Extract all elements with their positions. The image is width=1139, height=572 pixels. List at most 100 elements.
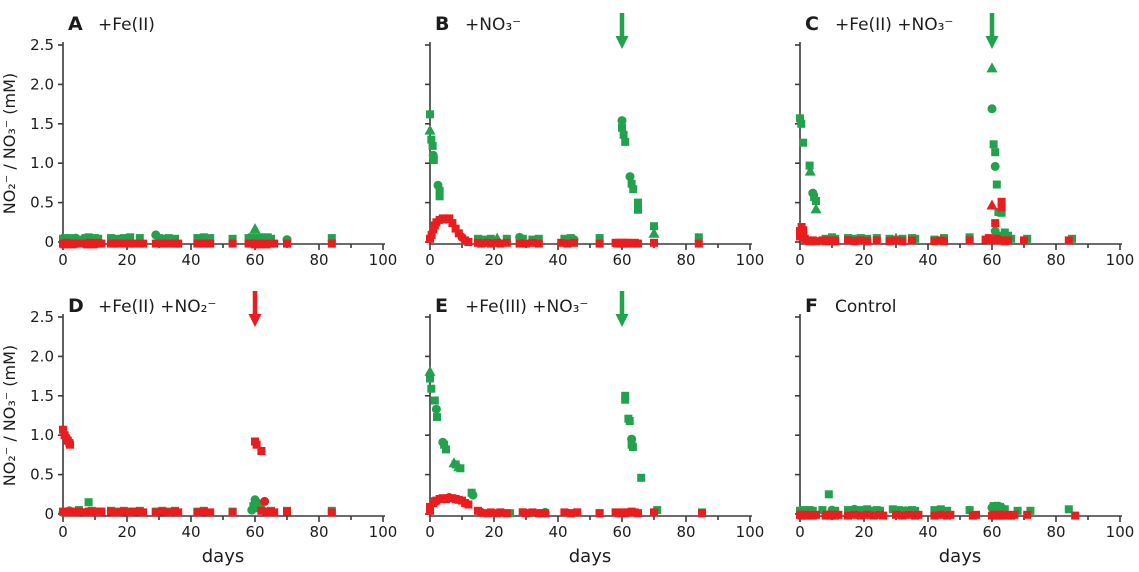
x-tick-labels: 0 20 40 60 80 100: [795, 523, 1134, 541]
svg-text:0.5: 0.5: [30, 466, 54, 484]
svg-text:2.5: 2.5: [30, 36, 54, 54]
svg-text:40: 40: [918, 523, 937, 541]
svg-text:40: 40: [181, 523, 200, 541]
svg-text:0: 0: [58, 251, 68, 269]
svg-text:1.5: 1.5: [30, 387, 54, 405]
panel-F-chart: 0 20 40 60 80 100 days F Control: [795, 295, 1134, 567]
axes: [795, 314, 1122, 522]
svg-text:60: 60: [982, 523, 1001, 541]
svg-text:2.0: 2.0: [30, 75, 54, 93]
svg-text:0: 0: [795, 251, 805, 269]
panel-C-chart: 0 20 40 60 80 100 C +Fe(II) +NO₃⁻: [795, 13, 1134, 269]
green-arrow-icon: [615, 13, 629, 49]
svg-text:100: 100: [736, 251, 765, 269]
panel-title: +Fe(II): [98, 15, 155, 35]
svg-text:100: 100: [1106, 251, 1135, 269]
svg-text:60: 60: [245, 251, 264, 269]
x-axis-title: days: [569, 546, 612, 567]
panel-B: 0 20 40 60 80 100 B +NO₃⁻: [367, 0, 769, 286]
svg-text:20: 20: [854, 251, 873, 269]
svg-text:20: 20: [484, 523, 503, 541]
svg-text:0: 0: [795, 523, 805, 541]
svg-text:20: 20: [117, 251, 136, 269]
svg-text:0: 0: [44, 505, 54, 523]
svg-text:20: 20: [854, 523, 873, 541]
axes: [425, 42, 752, 250]
svg-text:80: 80: [309, 251, 328, 269]
panel-letter: A: [68, 13, 83, 35]
panel-B-chart: 0 20 40 60 80 100 B +NO₃⁻: [424, 13, 764, 269]
red-series-points: [796, 510, 1080, 520]
svg-text:80: 80: [676, 523, 695, 541]
panel-A-chart: 0 20 40 60 80 100 0 0.5 1.0 1.5 2.0 2.5 NO₂⁻ / NO₃⁻ …: [0, 13, 397, 269]
svg-text:0: 0: [425, 523, 435, 541]
svg-text:60: 60: [982, 251, 1001, 269]
green-arrow-icon: [985, 13, 999, 49]
red-series-points: [426, 493, 706, 518]
green-arrow-icon: [615, 291, 629, 327]
y-tick-labels: 0 0.5 1.0 1.5 2.0 2.5: [30, 36, 54, 251]
panel-letter: C: [805, 13, 819, 35]
panel-D: 0 20 40 60 80 100 0 0.5 1.0 1.5 2.0 2.5 NO₂⁻ / NO₃⁻ …: [0, 286, 402, 572]
svg-text:0: 0: [58, 523, 68, 541]
x-axis-title: days: [202, 546, 245, 567]
svg-text:100: 100: [369, 523, 398, 541]
panel-title: +Fe(II) +NO₃⁻: [835, 15, 953, 35]
green-series-points: [424, 365, 706, 518]
x-axis-title: days: [939, 546, 982, 567]
green-series-points: [796, 62, 1076, 244]
red-series-points: [796, 197, 1073, 246]
panel-F: 0 20 40 60 80 100 days F Control: [737, 286, 1139, 572]
panel-letter: F: [805, 295, 818, 317]
panel-C: 0 20 40 60 80 100 C +Fe(II) +NO₃⁻: [737, 0, 1139, 286]
green-series-points: [424, 110, 703, 245]
svg-text:100: 100: [1106, 523, 1135, 541]
y-axis-title: NO₂⁻ / NO₃⁻ (mM): [0, 345, 19, 486]
panel-title: +NO₃⁻: [465, 15, 521, 35]
svg-text:100: 100: [736, 523, 765, 541]
svg-text:1.0: 1.0: [30, 426, 54, 444]
svg-text:20: 20: [484, 251, 503, 269]
panel-title: Control: [835, 297, 896, 317]
red-series-points: [59, 425, 336, 517]
svg-text:80: 80: [309, 523, 328, 541]
svg-text:80: 80: [1046, 523, 1065, 541]
x-tick-labels: 0 20 40 60 80 100: [425, 251, 764, 269]
red-series-points: [59, 238, 336, 249]
x-tick-labels: 0 20 40 60 80 100: [425, 523, 764, 541]
panel-letter: E: [435, 295, 448, 317]
red-arrow-icon: [248, 291, 262, 327]
svg-text:60: 60: [612, 251, 631, 269]
panel-A: 0 20 40 60 80 100 0 0.5 1.0 1.5 2.0 2.5 NO₂⁻ / NO₃⁻ …: [0, 0, 402, 286]
panel-letter: B: [435, 13, 449, 35]
panel-D-chart: 0 20 40 60 80 100 0 0.5 1.0 1.5 2.0 2.5 NO₂⁻ / NO₃⁻ …: [0, 291, 398, 567]
svg-text:0.5: 0.5: [30, 194, 54, 212]
axes: [58, 42, 385, 250]
red-series-points: [426, 214, 703, 248]
svg-text:60: 60: [245, 523, 264, 541]
x-tick-labels: 0 20 40 60 80 100: [58, 251, 397, 269]
svg-text:40: 40: [181, 251, 200, 269]
panel-E: 0 20 40 60 80 100 days E +Fe(III) +NO₃⁻: [367, 286, 769, 572]
svg-text:2.0: 2.0: [30, 347, 54, 365]
svg-text:20: 20: [117, 523, 136, 541]
svg-text:40: 40: [548, 523, 567, 541]
axes: [58, 314, 385, 522]
svg-text:80: 80: [676, 251, 695, 269]
svg-text:80: 80: [1046, 251, 1065, 269]
svg-text:2.5: 2.5: [30, 308, 54, 326]
panel-title: +Fe(III) +NO₃⁻: [465, 297, 588, 317]
svg-text:0: 0: [44, 233, 54, 251]
svg-text:100: 100: [369, 251, 398, 269]
axes: [795, 42, 1122, 250]
y-tick-labels: 0 0.5 1.0 1.5 2.0 2.5: [30, 308, 54, 523]
svg-text:0: 0: [425, 251, 435, 269]
panel-letter: D: [68, 295, 84, 317]
svg-text:1.0: 1.0: [30, 154, 54, 172]
y-axis-title: NO₂⁻ / NO₃⁻ (mM): [0, 73, 19, 214]
svg-text:60: 60: [612, 523, 631, 541]
x-tick-labels: 0 20 40 60 80 100: [795, 251, 1134, 269]
panel-E-chart: 0 20 40 60 80 100 days E +Fe(III) +NO₃⁻: [424, 291, 764, 567]
panel-title: +Fe(II) +NO₂⁻: [98, 297, 216, 317]
